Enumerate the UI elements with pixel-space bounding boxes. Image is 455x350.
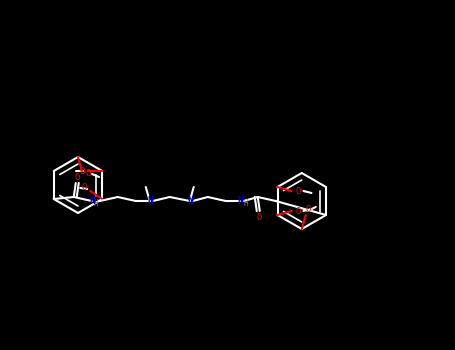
Text: O: O bbox=[305, 204, 310, 214]
Text: O: O bbox=[86, 169, 91, 178]
Text: O: O bbox=[81, 183, 87, 192]
Text: N: N bbox=[148, 196, 154, 206]
Text: N: N bbox=[90, 196, 96, 206]
Text: H: H bbox=[93, 198, 98, 208]
Text: N: N bbox=[188, 196, 194, 206]
Text: O: O bbox=[80, 167, 85, 175]
Text: O: O bbox=[74, 173, 80, 182]
Text: N: N bbox=[238, 196, 244, 206]
Text: O: O bbox=[296, 206, 301, 216]
Text: O: O bbox=[256, 212, 262, 222]
Text: O: O bbox=[296, 187, 301, 196]
Text: H: H bbox=[243, 198, 248, 208]
